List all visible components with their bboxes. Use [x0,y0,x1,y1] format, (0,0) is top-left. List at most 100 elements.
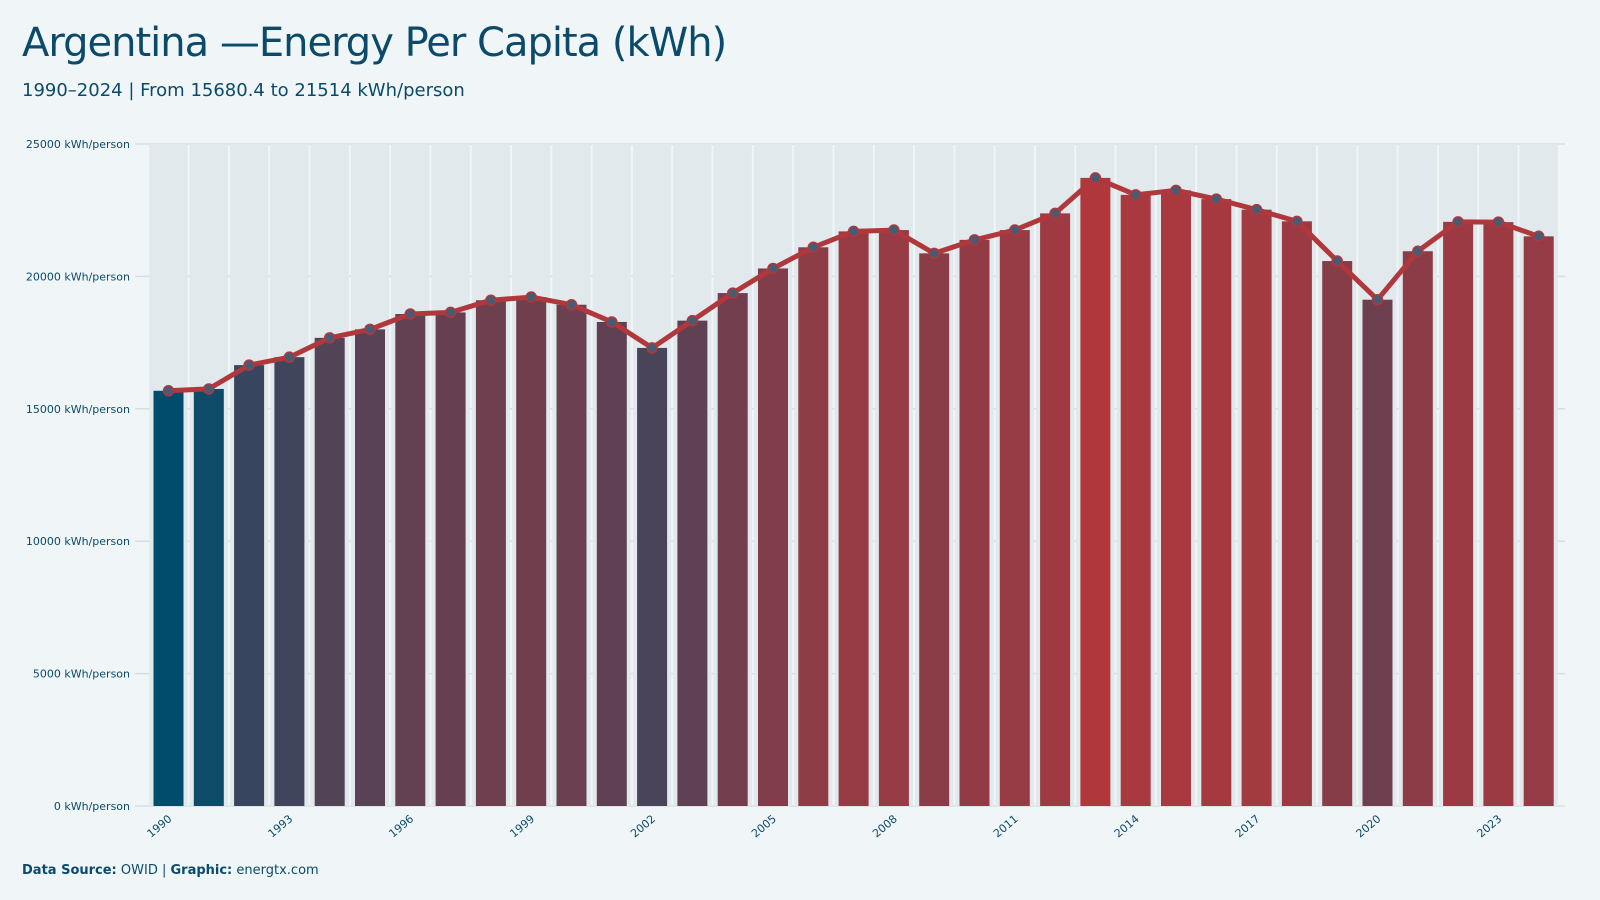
data-points [162,172,1545,397]
data-point [1492,216,1505,228]
bar [1120,194,1151,806]
data-point [646,342,658,354]
data-point [243,359,255,371]
data-point [364,323,376,336]
data-point [606,316,618,328]
x-tick-label: 2011 [991,812,1021,840]
y-tick-label: 15000 kWh/person [26,403,130,416]
chart-subtitle: 1990–2024 | From 15680.4 to 21514 kWh/pe… [22,80,465,101]
bar [1523,236,1554,807]
x-axis: 1990 1993 1996 1999 2002 2005 2008 2011 2014 2017… [145,812,1505,840]
bar [193,388,224,806]
data-point [525,291,537,303]
x-tick-label: 1993 [266,812,296,840]
bar [999,230,1030,806]
bar [355,329,385,806]
bar [1201,199,1232,807]
data-point [807,241,820,254]
data-point [1089,172,1102,184]
data-point [1532,230,1545,243]
data-point [323,332,336,344]
data-point [1412,245,1424,257]
bar [516,297,547,806]
data-point [203,383,215,395]
bar [1080,177,1111,806]
bar [274,357,305,806]
data-point [162,385,175,397]
data-point [1210,193,1223,205]
y-tick-label: 10000 kWh/person [26,535,130,548]
bars [149,144,1558,807]
data-point [1331,255,1343,267]
data-point [404,308,417,320]
y-tick-label: 0 kWh/person [54,800,130,813]
bar [1443,221,1474,806]
y-axis: 0 kWh/person 5000 kWh/person 10000 kWh/per… [26,138,130,813]
bar [1281,221,1312,806]
bar [1362,299,1393,806]
data-point [686,314,699,327]
data-point [767,262,779,275]
x-tick-label: 2008 [870,812,900,840]
x-tick-label: 1999 [507,812,537,840]
data-point [968,234,981,246]
bar [798,247,829,807]
bar [919,253,950,806]
x-tick-label: 2017 [1233,812,1263,840]
bar [959,239,990,806]
data-point [1250,203,1263,216]
bar [435,312,466,806]
x-tick-label: 2023 [1475,812,1505,840]
bar [758,268,788,806]
data-point [283,351,296,363]
source-value: OWID | [116,863,171,878]
data-point [1129,189,1142,201]
bar [314,337,345,806]
bar [395,314,426,806]
data-point [1009,224,1021,236]
bar [596,321,627,806]
bar [717,293,748,806]
chart-footer: Data Source: OWID | Graphic: energtx.com [22,863,319,878]
data-point [444,306,457,319]
y-tick-label: 25000 kWh/person [26,138,130,151]
bar [234,365,265,806]
data-point [1049,207,1061,220]
y-tick-label: 5000 kWh/person [33,668,130,681]
data-point [1371,293,1384,306]
graphic-value: energtx.com [232,863,319,878]
x-tick-label: 1990 [145,812,175,840]
data-point [485,294,497,306]
y-tick-label: 20000 kWh/person [26,270,130,283]
bar [1322,261,1353,806]
bar [1402,251,1433,806]
bar [677,320,708,806]
x-tick-label: 2014 [1112,812,1142,840]
data-point [565,298,578,311]
data-point [1452,216,1464,228]
data-point [888,224,900,236]
bar [878,230,909,806]
bar [1483,222,1514,807]
graphic-label: Graphic: [170,863,233,878]
data-point [928,247,940,260]
data-point [847,225,860,238]
data-point [1170,184,1182,197]
x-tick-label: 2020 [1354,812,1384,840]
bar [153,390,184,806]
bar [838,231,869,806]
data-point [726,287,739,299]
bar [637,347,668,806]
x-tick-label: 2005 [749,812,779,840]
x-tick-label: 2002 [628,812,658,840]
bar [1161,190,1191,807]
bar [475,300,506,806]
source-label: Data Source: [22,863,117,878]
x-tick-label: 1996 [386,812,416,840]
data-point [1291,215,1303,228]
chart-title: Argentina —Energy Per Capita (kWh) [22,20,727,66]
bar [1241,209,1272,806]
bar [556,304,587,806]
